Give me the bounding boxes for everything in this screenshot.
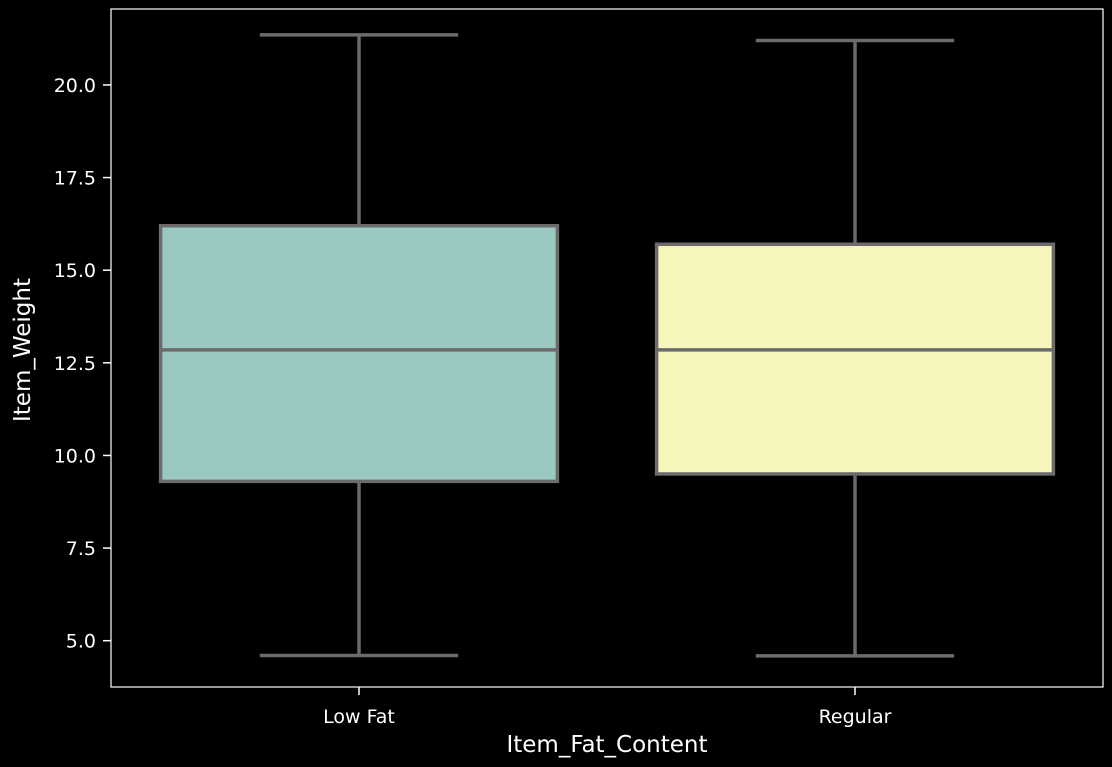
y-tick-label: 15.0 — [54, 260, 96, 282]
boxes-layer — [158, 33, 1056, 658]
box-iqr — [158, 223, 560, 484]
y-tick-label: 7.5 — [66, 538, 96, 560]
x-axis-label: Item_Fat_Content — [506, 732, 707, 758]
y-axis: 5.0 7.5 10.0 12.5 15.0 17.5 20.0 — [54, 75, 111, 653]
y-tick-label: 17.5 — [54, 168, 96, 190]
x-tick-label: Regular — [819, 706, 892, 728]
box-iqr — [654, 242, 1056, 476]
y-tick-label: 12.5 — [54, 353, 96, 375]
y-tick-label: 10.0 — [54, 445, 96, 467]
box-group-1 — [654, 38, 1056, 658]
y-tick-label: 5.0 — [66, 631, 96, 653]
plot-frame — [110, 8, 1104, 688]
y-axis-label: Item_Weight — [10, 278, 36, 422]
box-group-0 — [158, 33, 560, 658]
y-tick-label: 20.0 — [54, 75, 96, 97]
x-tick-label: Low Fat — [323, 706, 395, 728]
x-axis: Low Fat Regular — [323, 687, 892, 728]
